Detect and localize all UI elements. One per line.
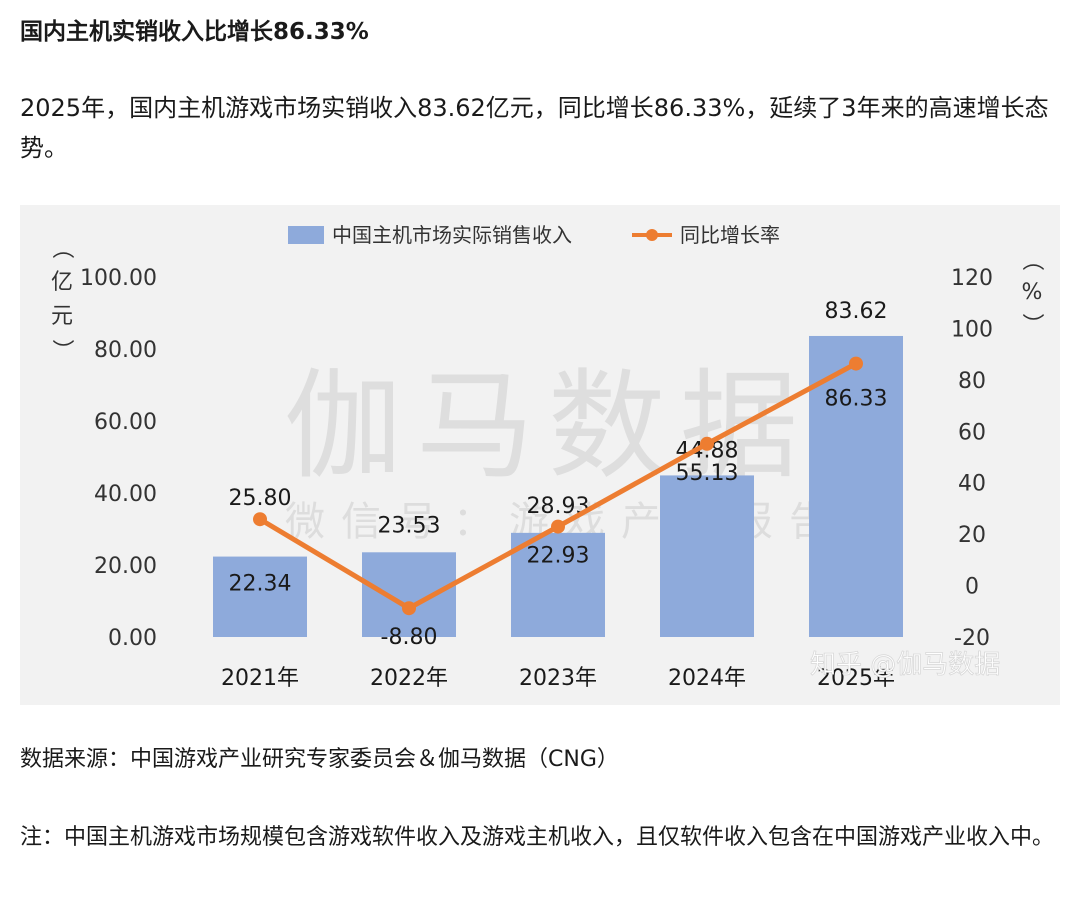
legend: 中国主机市场实际销售收入 同比增长率 bbox=[288, 223, 780, 247]
category-label: 2024年 bbox=[668, 666, 746, 691]
line-value-label: 22.93 bbox=[527, 544, 590, 569]
axis-unit-char: 元 bbox=[51, 304, 73, 329]
left-tick-label: 80.00 bbox=[94, 338, 157, 363]
data-note: 注：中国主机游戏市场规模包含游戏软件收入及游戏主机收入，且仅软件收入包含在中国游… bbox=[20, 825, 1055, 850]
chart-panel: 伽马数据 微信号：游戏产业报告 （亿元） （%） 0.00 20.00 40.00 6… bbox=[20, 205, 1060, 705]
bar bbox=[660, 475, 754, 637]
bar bbox=[213, 556, 307, 637]
right-tick-label: -20 bbox=[954, 626, 990, 651]
right-tick-label: 40 bbox=[958, 472, 986, 497]
category-label: 2021年 bbox=[221, 666, 299, 691]
bar bbox=[511, 532, 605, 637]
line-value-label: -8.80 bbox=[381, 625, 438, 650]
axis-unit-char: ） bbox=[1019, 313, 1044, 335]
line-series: 25.80 -8.80 22.93 55.13 86.33 bbox=[229, 356, 888, 650]
watermark-zhihu: 知乎 @伽马数据 bbox=[810, 650, 1000, 680]
legend-bar-swatch bbox=[288, 226, 324, 244]
line-value-label: 25.80 bbox=[229, 486, 292, 511]
bar bbox=[362, 552, 456, 637]
category-label: 2025年 bbox=[817, 666, 895, 691]
left-tick-label: 0.00 bbox=[108, 626, 157, 651]
legend-line-label: 同比增长率 bbox=[680, 223, 780, 247]
category-label: 2022年 bbox=[370, 666, 448, 691]
right-tick-label: 20 bbox=[958, 523, 986, 548]
left-tick-label: 40.00 bbox=[94, 482, 157, 507]
x-axis-labels: 2021年 2022年 2023年 2024年 2025年 bbox=[221, 666, 895, 691]
line-value-label: 55.13 bbox=[676, 461, 739, 486]
right-tick-label: 60 bbox=[958, 420, 986, 445]
left-tick-label: 100.00 bbox=[80, 266, 157, 291]
axis-unit-char: % bbox=[1022, 280, 1043, 305]
axis-unit-char: （ bbox=[49, 237, 74, 259]
line-point bbox=[849, 356, 863, 371]
right-tick-label: 120 bbox=[951, 266, 993, 291]
axis-unit-char: （ bbox=[1019, 249, 1044, 271]
right-tick-label: 0 bbox=[965, 575, 979, 600]
right-axis-unit: （% ） bbox=[1019, 249, 1044, 335]
bar bbox=[809, 335, 903, 637]
line-value-label: 86.33 bbox=[825, 387, 888, 412]
bar-value-label: 22.34 bbox=[229, 572, 292, 597]
line-point bbox=[402, 601, 416, 616]
axis-unit-char: ） bbox=[49, 339, 74, 361]
right-tick-label: 100 bbox=[951, 317, 993, 342]
category-label: 2023年 bbox=[519, 666, 597, 691]
legend-bar-label: 中国主机市场实际销售收入 bbox=[332, 223, 572, 247]
article-headline: 国内主机实销收入比增长86.33% bbox=[20, 19, 369, 45]
right-tick-label: 80 bbox=[958, 369, 986, 394]
line-point bbox=[253, 512, 267, 527]
line-point bbox=[551, 519, 565, 534]
left-axis-unit: （ 亿元 ） bbox=[49, 237, 74, 361]
line-point bbox=[700, 436, 714, 451]
left-tick-label: 60.00 bbox=[94, 410, 157, 435]
bar-value-label: 23.53 bbox=[378, 513, 441, 538]
watermark-brand: 伽马数据 bbox=[284, 357, 812, 495]
axis-unit-char: 亿 bbox=[51, 270, 73, 295]
data-source: 数据来源：中国游戏产业研究专家委员会＆伽马数据（CNG） bbox=[20, 747, 619, 772]
left-tick-label: 20.00 bbox=[94, 554, 157, 579]
combo-chart: 伽马数据 微信号：游戏产业报告 （亿元） （%） 0.0020.0040.006… bbox=[49, 223, 1044, 691]
bar-value-label: 83.62 bbox=[825, 299, 888, 324]
article-intro: 2025年，国内主机游戏市场实销收入83.62亿元，同比增长86.33%，延续了… bbox=[20, 94, 1049, 162]
legend-line-marker bbox=[646, 229, 658, 241]
right-axis-ticks: -20 0 20 40 60 80 100 120 bbox=[951, 266, 993, 651]
left-axis-ticks: 0.00 20.00 40.00 60.00 80.00 100.00 bbox=[80, 266, 157, 651]
